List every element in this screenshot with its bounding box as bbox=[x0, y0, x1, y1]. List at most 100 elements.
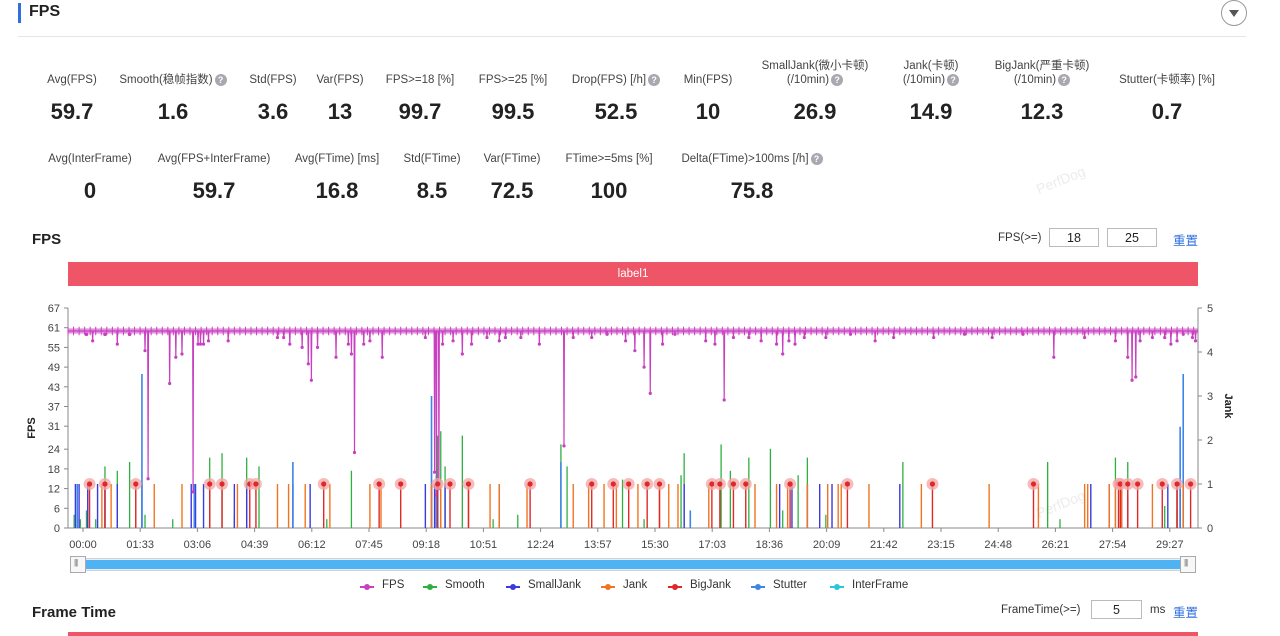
y2-tick-label: 5 bbox=[1207, 303, 1213, 315]
bigjank-marker bbox=[1030, 481, 1037, 487]
metric-metrics_row2-5: FTime>=5ms [%] 100 bbox=[529, 152, 689, 204]
y-tick-label: 0 bbox=[54, 523, 60, 535]
fps-point bbox=[127, 332, 132, 337]
metric-label: Jank(卡顿) (/10min)? bbox=[851, 59, 1011, 87]
bigjank-marker bbox=[844, 481, 851, 487]
fps-drop-point bbox=[633, 349, 637, 353]
metric-label-unit: (/10min) bbox=[902, 74, 946, 86]
metric-metrics_row1-8: SmallJank(微小卡顿) (/10min)? 26.9 bbox=[735, 59, 895, 125]
metric-metrics_row1-1: Smooth(稳帧指数)? 1.6 bbox=[93, 73, 253, 125]
metric-label: Avg(FPS) bbox=[0, 73, 152, 87]
fps-threshold-1-input[interactable] bbox=[1049, 228, 1099, 247]
legend-label: Stutter bbox=[773, 579, 807, 591]
x-tick-label: 06:12 bbox=[298, 539, 326, 551]
fps-drop-point bbox=[642, 365, 646, 369]
fps-drop-point bbox=[1169, 342, 1173, 346]
x-tick-label: 07:45 bbox=[355, 539, 383, 551]
fps-drop-point bbox=[759, 339, 763, 343]
y-tick-label: 12 bbox=[48, 484, 60, 496]
frametime-reset-link[interactable]: 重置 bbox=[1173, 606, 1199, 620]
metric-metrics_row1-4: FPS>=18 [%] 99.7 bbox=[340, 73, 500, 125]
bigjank-marker bbox=[376, 481, 382, 487]
fps-drop-point bbox=[537, 342, 541, 346]
metric-label-text: Smooth(稳帧指数) bbox=[119, 74, 213, 86]
metric-label: Smooth(稳帧指数)? bbox=[93, 73, 253, 87]
x-tick-label: 29:27 bbox=[1156, 539, 1184, 551]
fps-drop-point bbox=[704, 339, 708, 343]
metric-label: Min(FPS) bbox=[628, 73, 788, 87]
slider-left-handle[interactable] bbox=[70, 556, 86, 573]
y2-tick-label: 0 bbox=[1207, 523, 1213, 535]
metric-metrics_row1-7: Min(FPS) 10 bbox=[628, 73, 788, 125]
legend-label: InterFrame bbox=[852, 579, 909, 591]
fps-drop-point bbox=[1052, 355, 1056, 359]
bigjank-marker bbox=[1159, 481, 1165, 487]
metric-label-text: Jank(卡顿) bbox=[903, 60, 959, 72]
x-tick-label: 21:42 bbox=[870, 539, 898, 551]
y-axis-title: FPS bbox=[26, 417, 38, 438]
help-icon[interactable]: ? bbox=[831, 74, 844, 86]
fps-drop-point bbox=[226, 339, 230, 343]
label-bar[interactable]: label1 bbox=[68, 262, 1198, 286]
bigjank-marker bbox=[730, 481, 737, 487]
bigjank-marker bbox=[219, 481, 225, 487]
help-icon[interactable]: ? bbox=[214, 74, 227, 86]
fps-threshold-label: FPS(>=) bbox=[998, 232, 1042, 244]
metric-value: 10 bbox=[695, 99, 721, 124]
panel-header: FPS bbox=[18, 0, 1246, 37]
fps-threshold-2-input[interactable] bbox=[1107, 228, 1157, 247]
frametime-unit: ms bbox=[1150, 604, 1166, 616]
y-tick-label: 61 bbox=[48, 323, 60, 335]
fps-drop-point bbox=[349, 352, 354, 356]
bigjank-marker bbox=[102, 481, 108, 487]
fps-drop-point bbox=[115, 342, 119, 346]
metric-value: 0 bbox=[83, 178, 97, 203]
y-tick-label: 18 bbox=[48, 464, 60, 476]
fps-drop-point bbox=[824, 335, 828, 340]
metric-value: 12.3 bbox=[1020, 99, 1064, 124]
help-icon[interactable]: ? bbox=[1058, 74, 1071, 86]
collapse-chevron-icon[interactable] bbox=[1221, 0, 1247, 26]
frametime-threshold-input[interactable] bbox=[1091, 600, 1142, 619]
slider-right-handle[interactable] bbox=[1180, 556, 1196, 573]
legend-label: FPS bbox=[382, 579, 405, 591]
metric-metrics_row1-3: Var(FPS) 13 bbox=[260, 73, 420, 125]
metric-value: 59.7 bbox=[192, 178, 236, 203]
metric-value: 13 bbox=[327, 99, 353, 124]
fps-drop-point bbox=[441, 342, 445, 346]
fps-drop-point bbox=[451, 339, 455, 343]
metric-label-text: Stutter(卡顿率) [%] bbox=[1119, 74, 1215, 86]
metric-metrics_row2-6: Delta(FTime)>100ms [/h]? 75.8 bbox=[672, 152, 832, 204]
legend-dot bbox=[427, 584, 433, 590]
y-tick-label: 67 bbox=[48, 303, 60, 315]
metric-label-text: Delta(FTime)>100ms [/h] bbox=[681, 153, 809, 165]
x-tick-label: 18:36 bbox=[756, 539, 784, 551]
help-icon[interactable]: ? bbox=[947, 74, 960, 86]
metric-metrics_row2-2: Avg(FTime) [ms] 16.8 bbox=[257, 152, 417, 204]
x-tick-label: 15:30 bbox=[641, 539, 669, 551]
time-range-selection[interactable] bbox=[86, 560, 1180, 569]
fps-drop-point bbox=[590, 335, 594, 340]
metric-label: SmallJank(微小卡顿) (/10min)? bbox=[735, 59, 895, 87]
x-tick-label: 23:15 bbox=[927, 539, 955, 551]
bigjank-marker bbox=[717, 481, 723, 487]
bigjank-marker bbox=[787, 481, 793, 487]
legend-dot bbox=[364, 584, 370, 590]
metric-label-unit: (/10min) bbox=[786, 74, 830, 86]
fps-drop-point bbox=[774, 342, 779, 346]
fps-drop-point bbox=[873, 339, 877, 343]
bigjank-marker bbox=[644, 481, 650, 487]
bigjank-marker bbox=[86, 481, 93, 487]
fps-drop-point bbox=[605, 332, 609, 336]
fps-reset-link[interactable]: 重置 bbox=[1173, 234, 1199, 248]
fps-drop-point bbox=[660, 342, 665, 346]
chart-legend: FPS Smooth SmallJank Jank BigJank Stutter Inte… bbox=[0, 578, 1270, 594]
x-tick-label: 03:06 bbox=[184, 539, 212, 551]
metric-label-text: FTime>=5ms [%] bbox=[565, 153, 653, 165]
fps-drop-point bbox=[848, 332, 853, 336]
help-icon[interactable]: ? bbox=[648, 74, 661, 86]
fps-drop-point bbox=[362, 342, 366, 346]
help-icon[interactable]: ? bbox=[810, 153, 823, 165]
fps-drop-point bbox=[673, 332, 677, 336]
